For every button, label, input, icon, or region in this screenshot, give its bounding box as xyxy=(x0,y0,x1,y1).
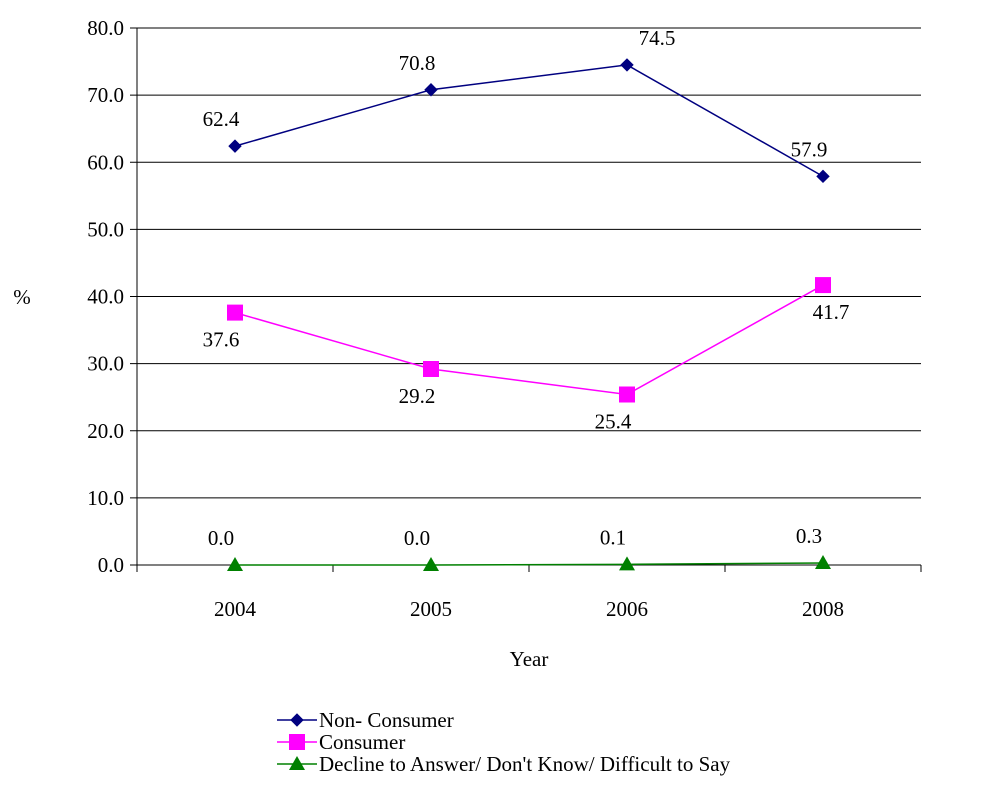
y-tick-label: 70.0 xyxy=(87,83,124,107)
legend-label: Consumer xyxy=(319,730,405,754)
x-tick-label: 2004 xyxy=(214,597,257,621)
data-label: 0.0 xyxy=(208,526,234,550)
legend-label: Non- Consumer xyxy=(319,708,454,732)
y-tick-label: 30.0 xyxy=(87,352,124,376)
y-tick-label: 0.0 xyxy=(98,553,124,577)
data-point-diamond xyxy=(817,170,829,182)
series-line-diamond xyxy=(235,65,823,176)
data-point-diamond xyxy=(425,84,437,96)
y-axis-title: % xyxy=(13,285,31,309)
data-point-triangle xyxy=(815,555,831,569)
gridlines xyxy=(137,28,921,498)
legend-label: Decline to Answer/ Don't Know/ Difficult… xyxy=(319,752,731,776)
series-lines xyxy=(227,59,831,571)
data-point-triangle xyxy=(619,556,635,570)
data-label: 57.9 xyxy=(791,137,828,161)
data-point-square xyxy=(423,361,439,377)
data-point-square xyxy=(227,305,243,321)
data-labels: 62.4 70.8 74.5 57.9 37.6 29.2 25.4 41.7 0.0 0.0 0.… xyxy=(203,26,850,550)
data-label: 70.8 xyxy=(399,51,436,75)
data-point-square xyxy=(815,277,831,293)
data-label: 37.6 xyxy=(203,328,240,352)
data-label: 0.3 xyxy=(796,524,822,548)
data-label: 25.4 xyxy=(595,410,632,434)
y-tick-label: 40.0 xyxy=(87,285,124,309)
data-point-diamond xyxy=(229,140,241,152)
x-axis-title: Year xyxy=(510,647,549,671)
data-point-square xyxy=(619,387,635,403)
data-label: 74.5 xyxy=(639,26,676,50)
y-tick-label: 80.0 xyxy=(87,16,124,40)
series-line-square xyxy=(235,285,823,394)
data-label: 62.4 xyxy=(203,107,240,131)
y-tick-label: 50.0 xyxy=(87,217,124,241)
data-label: 29.2 xyxy=(399,384,436,408)
data-label: 0.0 xyxy=(404,526,430,550)
data-label: 0.1 xyxy=(600,525,626,549)
legend-marker-diamond xyxy=(291,714,303,726)
legend-marker-square xyxy=(289,734,305,750)
data-point-triangle xyxy=(423,557,439,571)
x-tick-label: 2008 xyxy=(802,597,844,621)
y-tick-label: 60.0 xyxy=(87,150,124,174)
data-point-diamond xyxy=(621,59,633,71)
legend-marker-triangle xyxy=(289,756,305,770)
x-tick-label: 2006 xyxy=(606,597,648,621)
data-point-triangle xyxy=(227,557,243,571)
y-tick-label: 20.0 xyxy=(87,419,124,443)
y-tick-label: 10.0 xyxy=(87,486,124,510)
x-tick-label: 2005 xyxy=(410,597,452,621)
data-label: 41.7 xyxy=(813,300,850,324)
